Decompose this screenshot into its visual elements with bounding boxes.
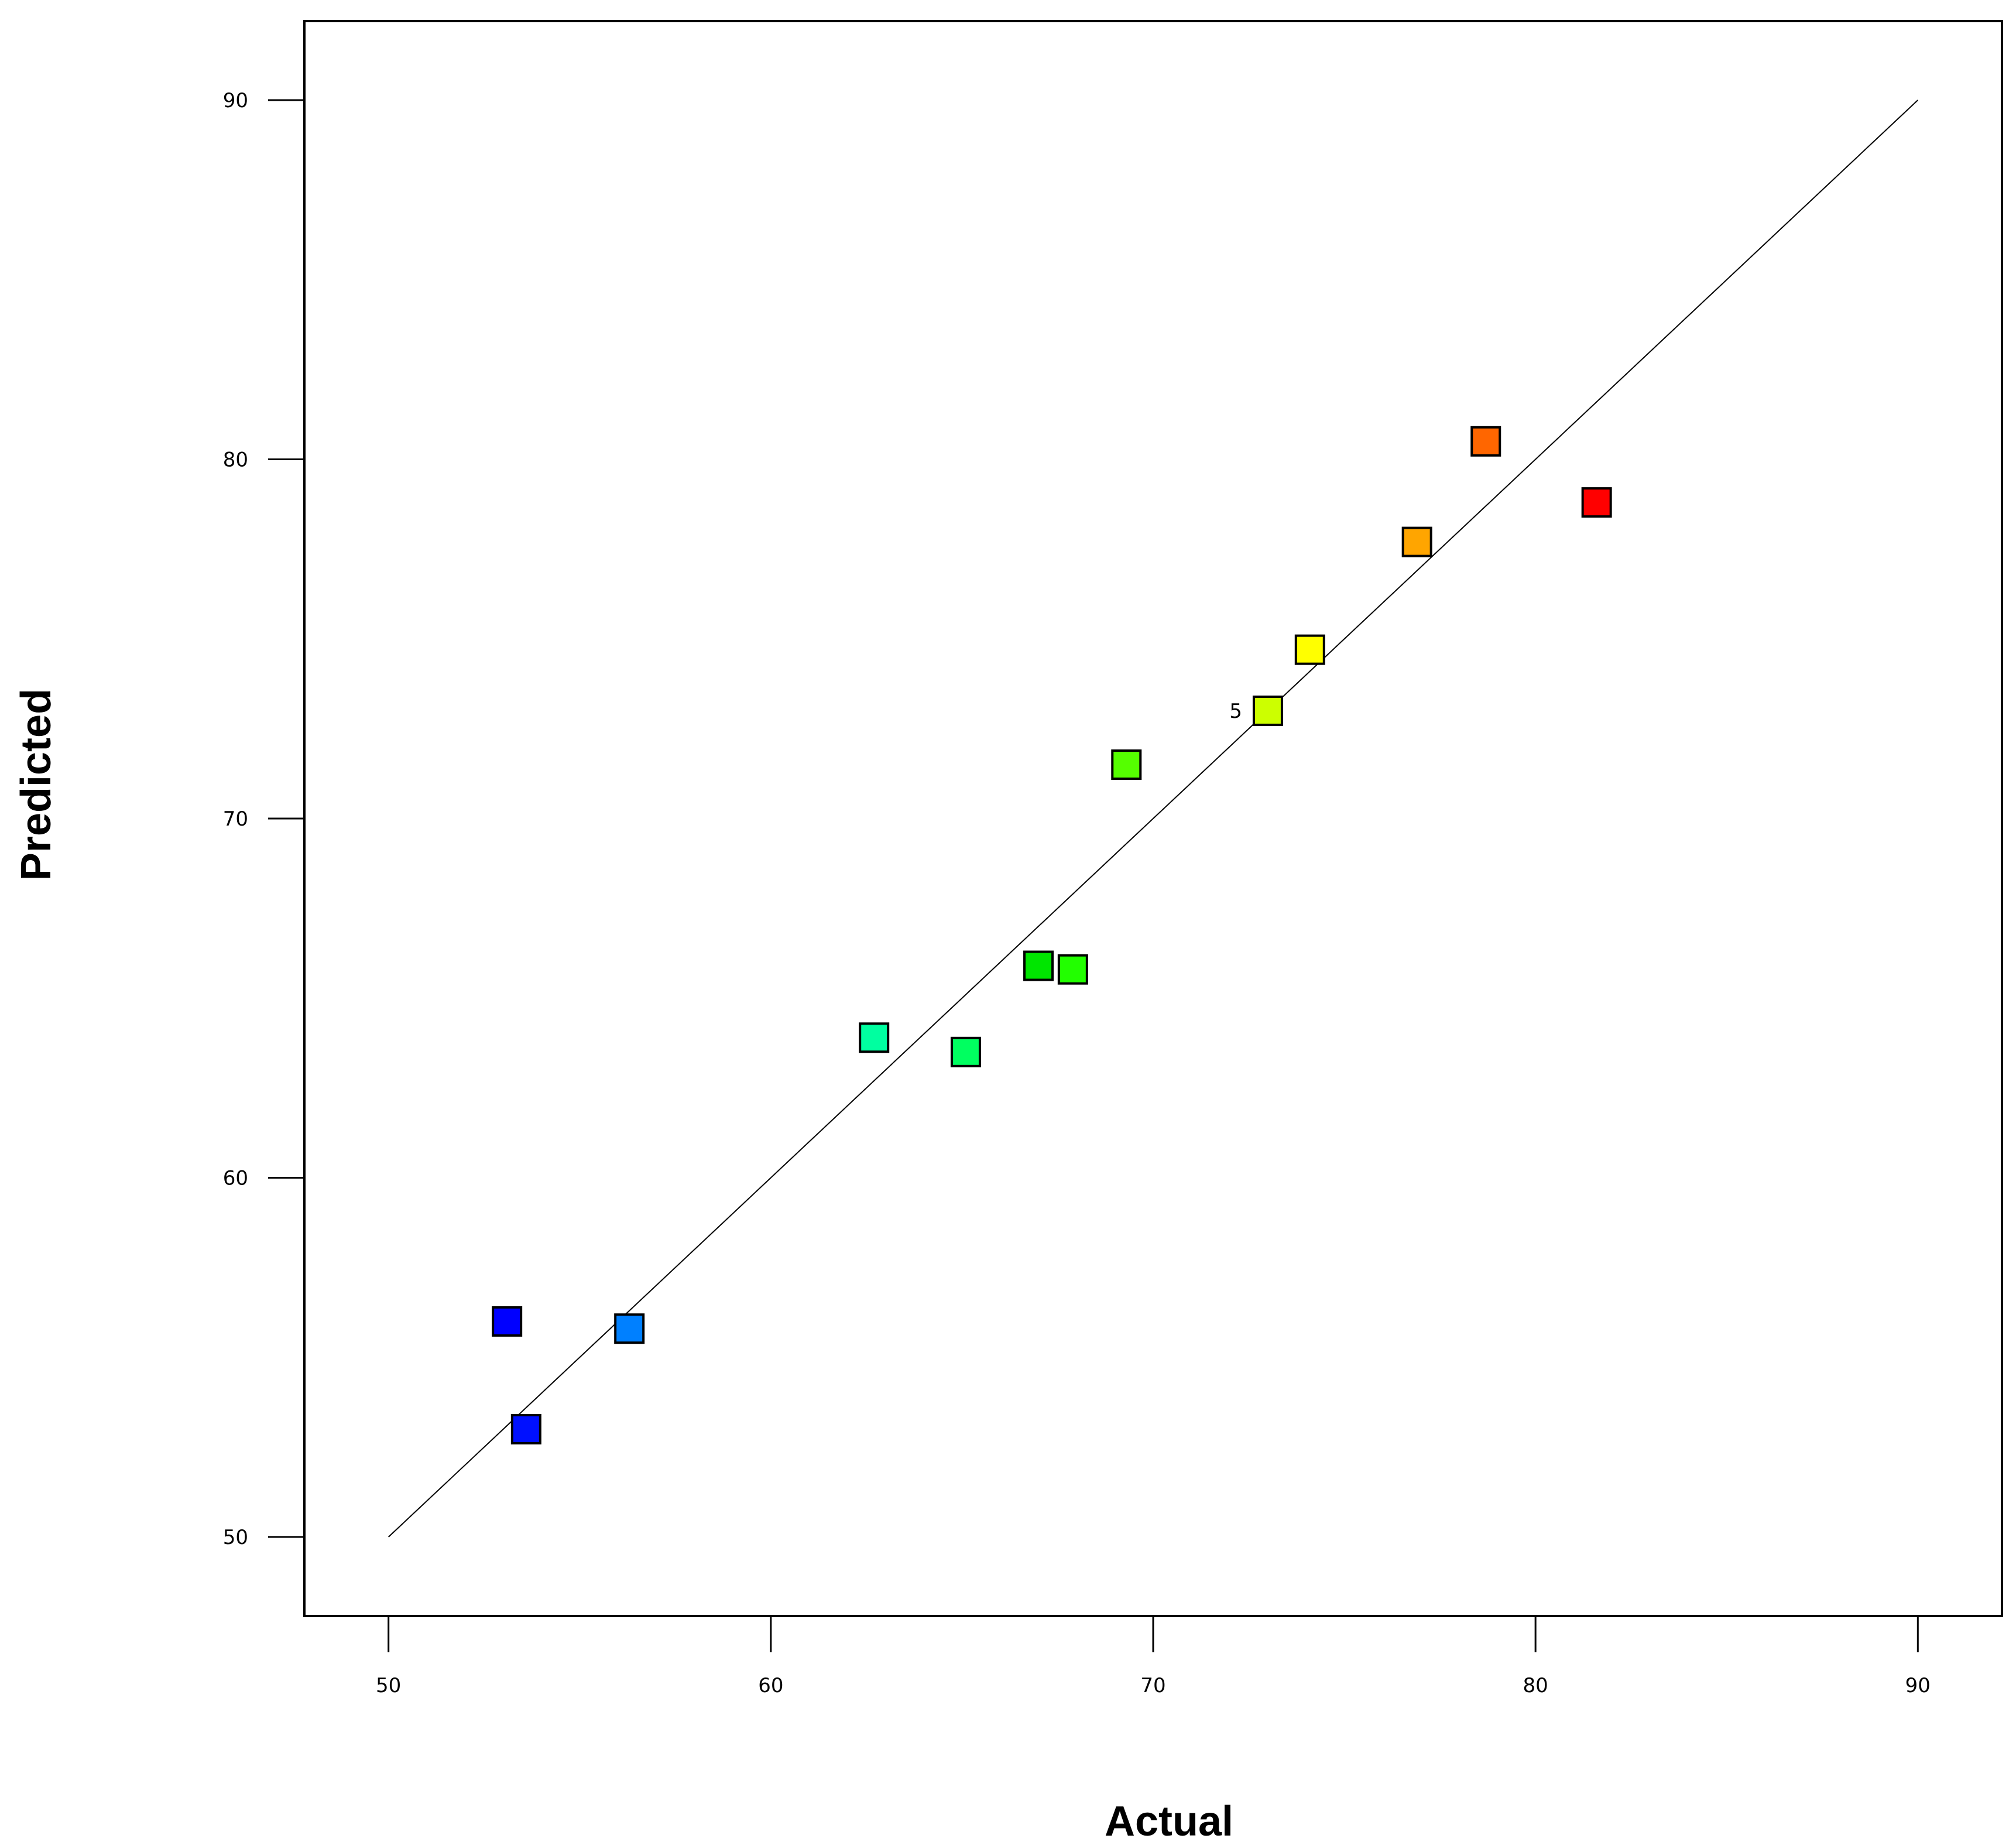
y-tick-label: 90 [223, 89, 248, 112]
data-point [859, 1022, 890, 1053]
x-tick-label: 80 [1523, 1674, 1548, 1697]
data-point [510, 1413, 541, 1444]
x-tick-label: 90 [1905, 1674, 1931, 1697]
data-point [950, 1036, 981, 1067]
data-point [614, 1313, 645, 1344]
y-axis-title: Predicted [13, 689, 60, 881]
data-point [1470, 426, 1501, 457]
data-point [492, 1306, 523, 1337]
data-point [1111, 749, 1142, 780]
data-points: 5 [492, 426, 1612, 1444]
data-point [1023, 950, 1054, 981]
data-point [1294, 634, 1325, 665]
y-axis: 50 60 70 80 90 [223, 89, 304, 1549]
data-point [1581, 487, 1612, 518]
point-label: 5 [1229, 700, 1242, 723]
y-tick-label: 70 [223, 807, 248, 831]
x-axis: 50 60 70 80 90 [376, 1616, 1931, 1697]
y-tick-label: 50 [223, 1526, 248, 1549]
reference-line [388, 100, 1918, 1538]
data-point [1401, 526, 1432, 557]
x-axis-title: Actual [1105, 1798, 1233, 1842]
x-tick-label: 50 [376, 1674, 401, 1697]
x-tick-label: 70 [1140, 1674, 1165, 1697]
y-tick-label: 60 [223, 1167, 248, 1190]
data-point [1057, 954, 1088, 985]
data-point [1252, 695, 1283, 726]
x-tick-label: 60 [758, 1674, 783, 1697]
y-tick-label: 80 [223, 448, 248, 471]
